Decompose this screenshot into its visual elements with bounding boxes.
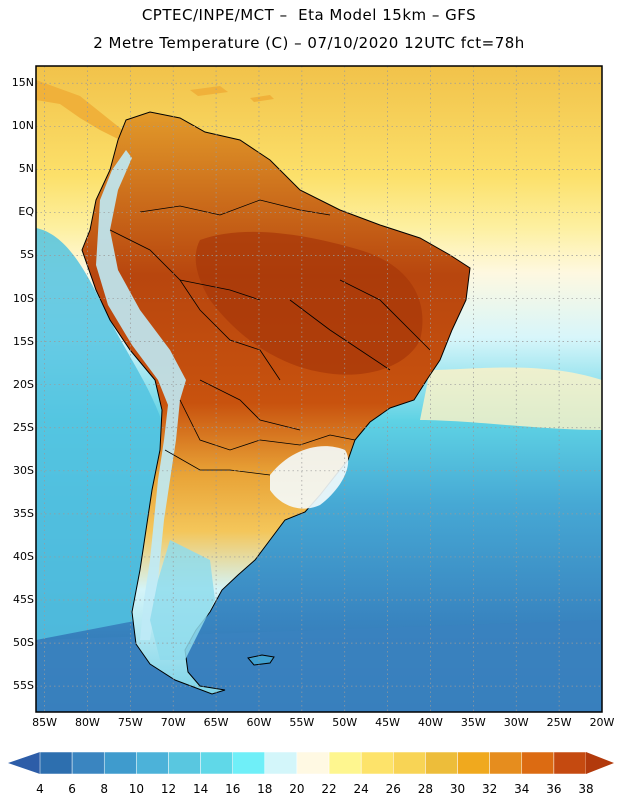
caribbean-islands xyxy=(190,86,274,102)
andes-cool-strip xyxy=(96,150,186,640)
lat-tick-label: 45S xyxy=(13,593,34,607)
colorbar-swatch xyxy=(168,751,201,775)
colorbar-low-arrow xyxy=(8,752,40,774)
colorbar-tick-label: 8 xyxy=(100,782,109,796)
lon-tick-label: 55W xyxy=(289,716,315,729)
lat-tick-label: 5N xyxy=(18,162,34,176)
colorbar-swatch xyxy=(425,751,458,775)
uruguay-mild-region xyxy=(270,446,349,509)
colorbar-tick-label: 28 xyxy=(417,782,434,796)
lon-tick-label: 25W xyxy=(546,716,572,729)
colorbar-swatch xyxy=(200,751,233,775)
colorbar-tick-label: 36 xyxy=(546,782,562,796)
colorbar-tick-label: 30 xyxy=(449,782,466,796)
lon-tick-label: 75W xyxy=(117,716,143,729)
lon-tick-label: 70W xyxy=(160,716,186,729)
lon-tick-label: 30W xyxy=(503,716,529,729)
colorbar-tick-label: 10 xyxy=(128,782,144,796)
colorbar-swatch xyxy=(393,751,426,775)
lon-tick-label: 65W xyxy=(203,716,229,729)
colorbar-swatch xyxy=(136,751,169,775)
colorbar-tick-label: 4 xyxy=(36,782,44,796)
map-frame xyxy=(35,65,603,713)
lon-tick-label: 80W xyxy=(75,716,100,729)
lon-tick-label: 60W xyxy=(246,716,272,729)
colorbar-tick-label: 22 xyxy=(321,782,337,796)
lon-tick-label: 35W xyxy=(460,716,486,729)
map-title-line2: 2 Metre Temperature (C) – 07/10/2020 12U… xyxy=(93,34,525,52)
colorbar-tick-label: 18 xyxy=(257,782,273,796)
colorbar-swatch xyxy=(360,751,394,775)
lat-tick-label: 5S xyxy=(20,248,34,262)
lat-tick-label: 15N xyxy=(11,76,34,90)
colorbar-swatch xyxy=(328,751,362,775)
country-borders xyxy=(109,199,431,476)
central-america-land xyxy=(36,80,125,140)
lon-tick-label: 45W xyxy=(375,716,401,729)
colorbar-swatch xyxy=(489,751,523,775)
atlantic-warm-region xyxy=(420,367,602,430)
colorbar-tick-label: 14 xyxy=(192,782,209,796)
colorbar-swatch xyxy=(232,751,266,775)
colorbar-tick-label: 38 xyxy=(578,782,594,796)
lat-tick-label: 55S xyxy=(13,679,34,693)
pacific-cool-region xyxy=(36,228,171,640)
lat-tick-label: 10S xyxy=(13,291,34,305)
colorbar-swatch xyxy=(521,751,555,775)
lat-tick-label: 35S xyxy=(13,506,34,520)
lat-tick-label: 15S xyxy=(13,334,34,348)
colorbar-swatch xyxy=(71,751,105,775)
lat-tick-label: 20S xyxy=(13,377,34,391)
colorbar-tick-label: 12 xyxy=(160,782,177,796)
colorbar-tick-label: 26 xyxy=(385,782,401,796)
colorbar xyxy=(8,751,614,775)
colorbar-tick-label: 32 xyxy=(482,782,498,796)
colorbar-high-arrow xyxy=(586,752,614,774)
hot-interior-region xyxy=(195,231,423,375)
falkland-islands xyxy=(247,654,275,666)
colorbar-tick-label: 16 xyxy=(225,782,241,796)
colorbar-swatch xyxy=(296,751,330,775)
patagonia-cool-region xyxy=(150,540,215,660)
lon-tick-label: 20W xyxy=(589,716,615,729)
colorbar-tick-label: 20 xyxy=(289,782,305,796)
lon-tick-label: 85W xyxy=(32,716,57,729)
lat-tick-label: 50S xyxy=(13,636,34,650)
lat-tick-label: EQ xyxy=(18,205,34,219)
lat-tick-label: 30S xyxy=(13,463,34,477)
colorbar-tick-label: 6 xyxy=(68,782,76,796)
colorbar-swatch xyxy=(457,751,490,775)
colorbar-swatch xyxy=(553,751,587,775)
colorbar-tick-label: 24 xyxy=(353,782,369,796)
lat-tick-label: 25S xyxy=(13,420,34,434)
lat-tick-label: 10N xyxy=(11,119,34,133)
colorbar-swatch xyxy=(103,751,137,775)
colorbar-tick-label: 34 xyxy=(514,782,530,796)
lon-tick-label: 50W xyxy=(332,716,358,729)
colorbar-swatch xyxy=(264,751,298,775)
map-title-line1: CPTEC/INPE/MCT – Eta Model 15km – GFS xyxy=(141,6,477,24)
lon-tick-label: 40W xyxy=(418,716,443,729)
lat-tick-label: 40S xyxy=(13,549,34,563)
colorbar-swatch xyxy=(39,751,73,775)
